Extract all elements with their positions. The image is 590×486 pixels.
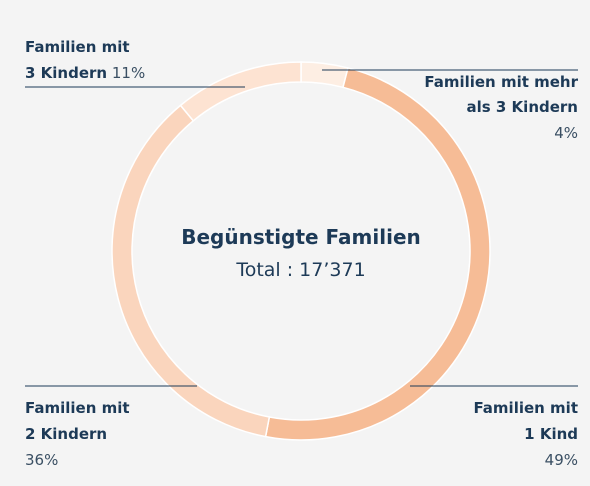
value-label: 4% — [554, 124, 578, 142]
value-label: 11% — [107, 64, 145, 82]
chart-subtitle: Total : 17’371 — [235, 259, 365, 281]
donut-segment — [179, 61, 302, 122]
category-label: Familien mit mehr als 3 Kindern — [424, 73, 578, 116]
chart-title: Begünstigte Familien — [181, 225, 421, 249]
value-label: 49% — [545, 451, 578, 469]
category-label: Familien mit 1 Kind — [473, 399, 578, 443]
category-label: Familien mit 3 Kindern 11% — [25, 38, 145, 82]
value-label: 36% — [25, 451, 58, 469]
category-label: Familien mit 2 Kindern — [25, 399, 130, 443]
